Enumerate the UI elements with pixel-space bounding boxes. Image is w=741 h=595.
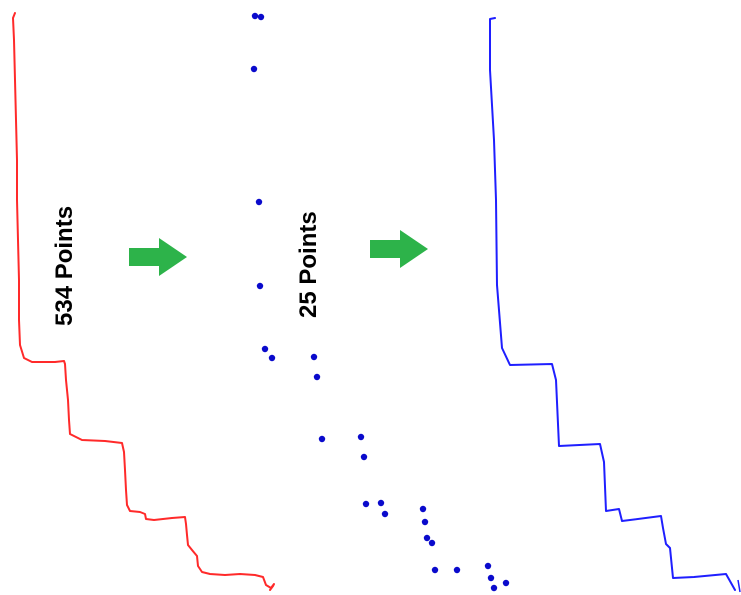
simplified-points-label: 25 Points [295, 211, 322, 318]
point [362, 500, 370, 508]
point [261, 345, 269, 353]
right-arrow-icon [129, 238, 187, 276]
point [256, 282, 264, 290]
original-points-label: 534 Points [51, 206, 78, 326]
point [318, 435, 326, 443]
point [313, 373, 321, 381]
point [381, 510, 389, 518]
point [310, 353, 318, 361]
point [490, 584, 498, 592]
point [268, 354, 276, 362]
point [257, 13, 265, 21]
point [377, 499, 385, 507]
simplified-points [250, 12, 510, 592]
point [250, 65, 258, 73]
point [360, 453, 368, 461]
point [431, 566, 439, 574]
point [423, 534, 431, 542]
point [255, 198, 263, 206]
right-arrow-icon [370, 230, 428, 268]
point [487, 574, 495, 582]
point [251, 12, 259, 20]
point [484, 562, 492, 570]
point [502, 579, 510, 587]
point [421, 518, 429, 526]
point [428, 539, 436, 547]
point [357, 433, 365, 441]
original-trajectory-path [12, 12, 275, 591]
path-end-tick [737, 579, 741, 593]
point [453, 566, 461, 574]
simplified-trajectory-path [489, 17, 736, 591]
point [419, 505, 427, 513]
